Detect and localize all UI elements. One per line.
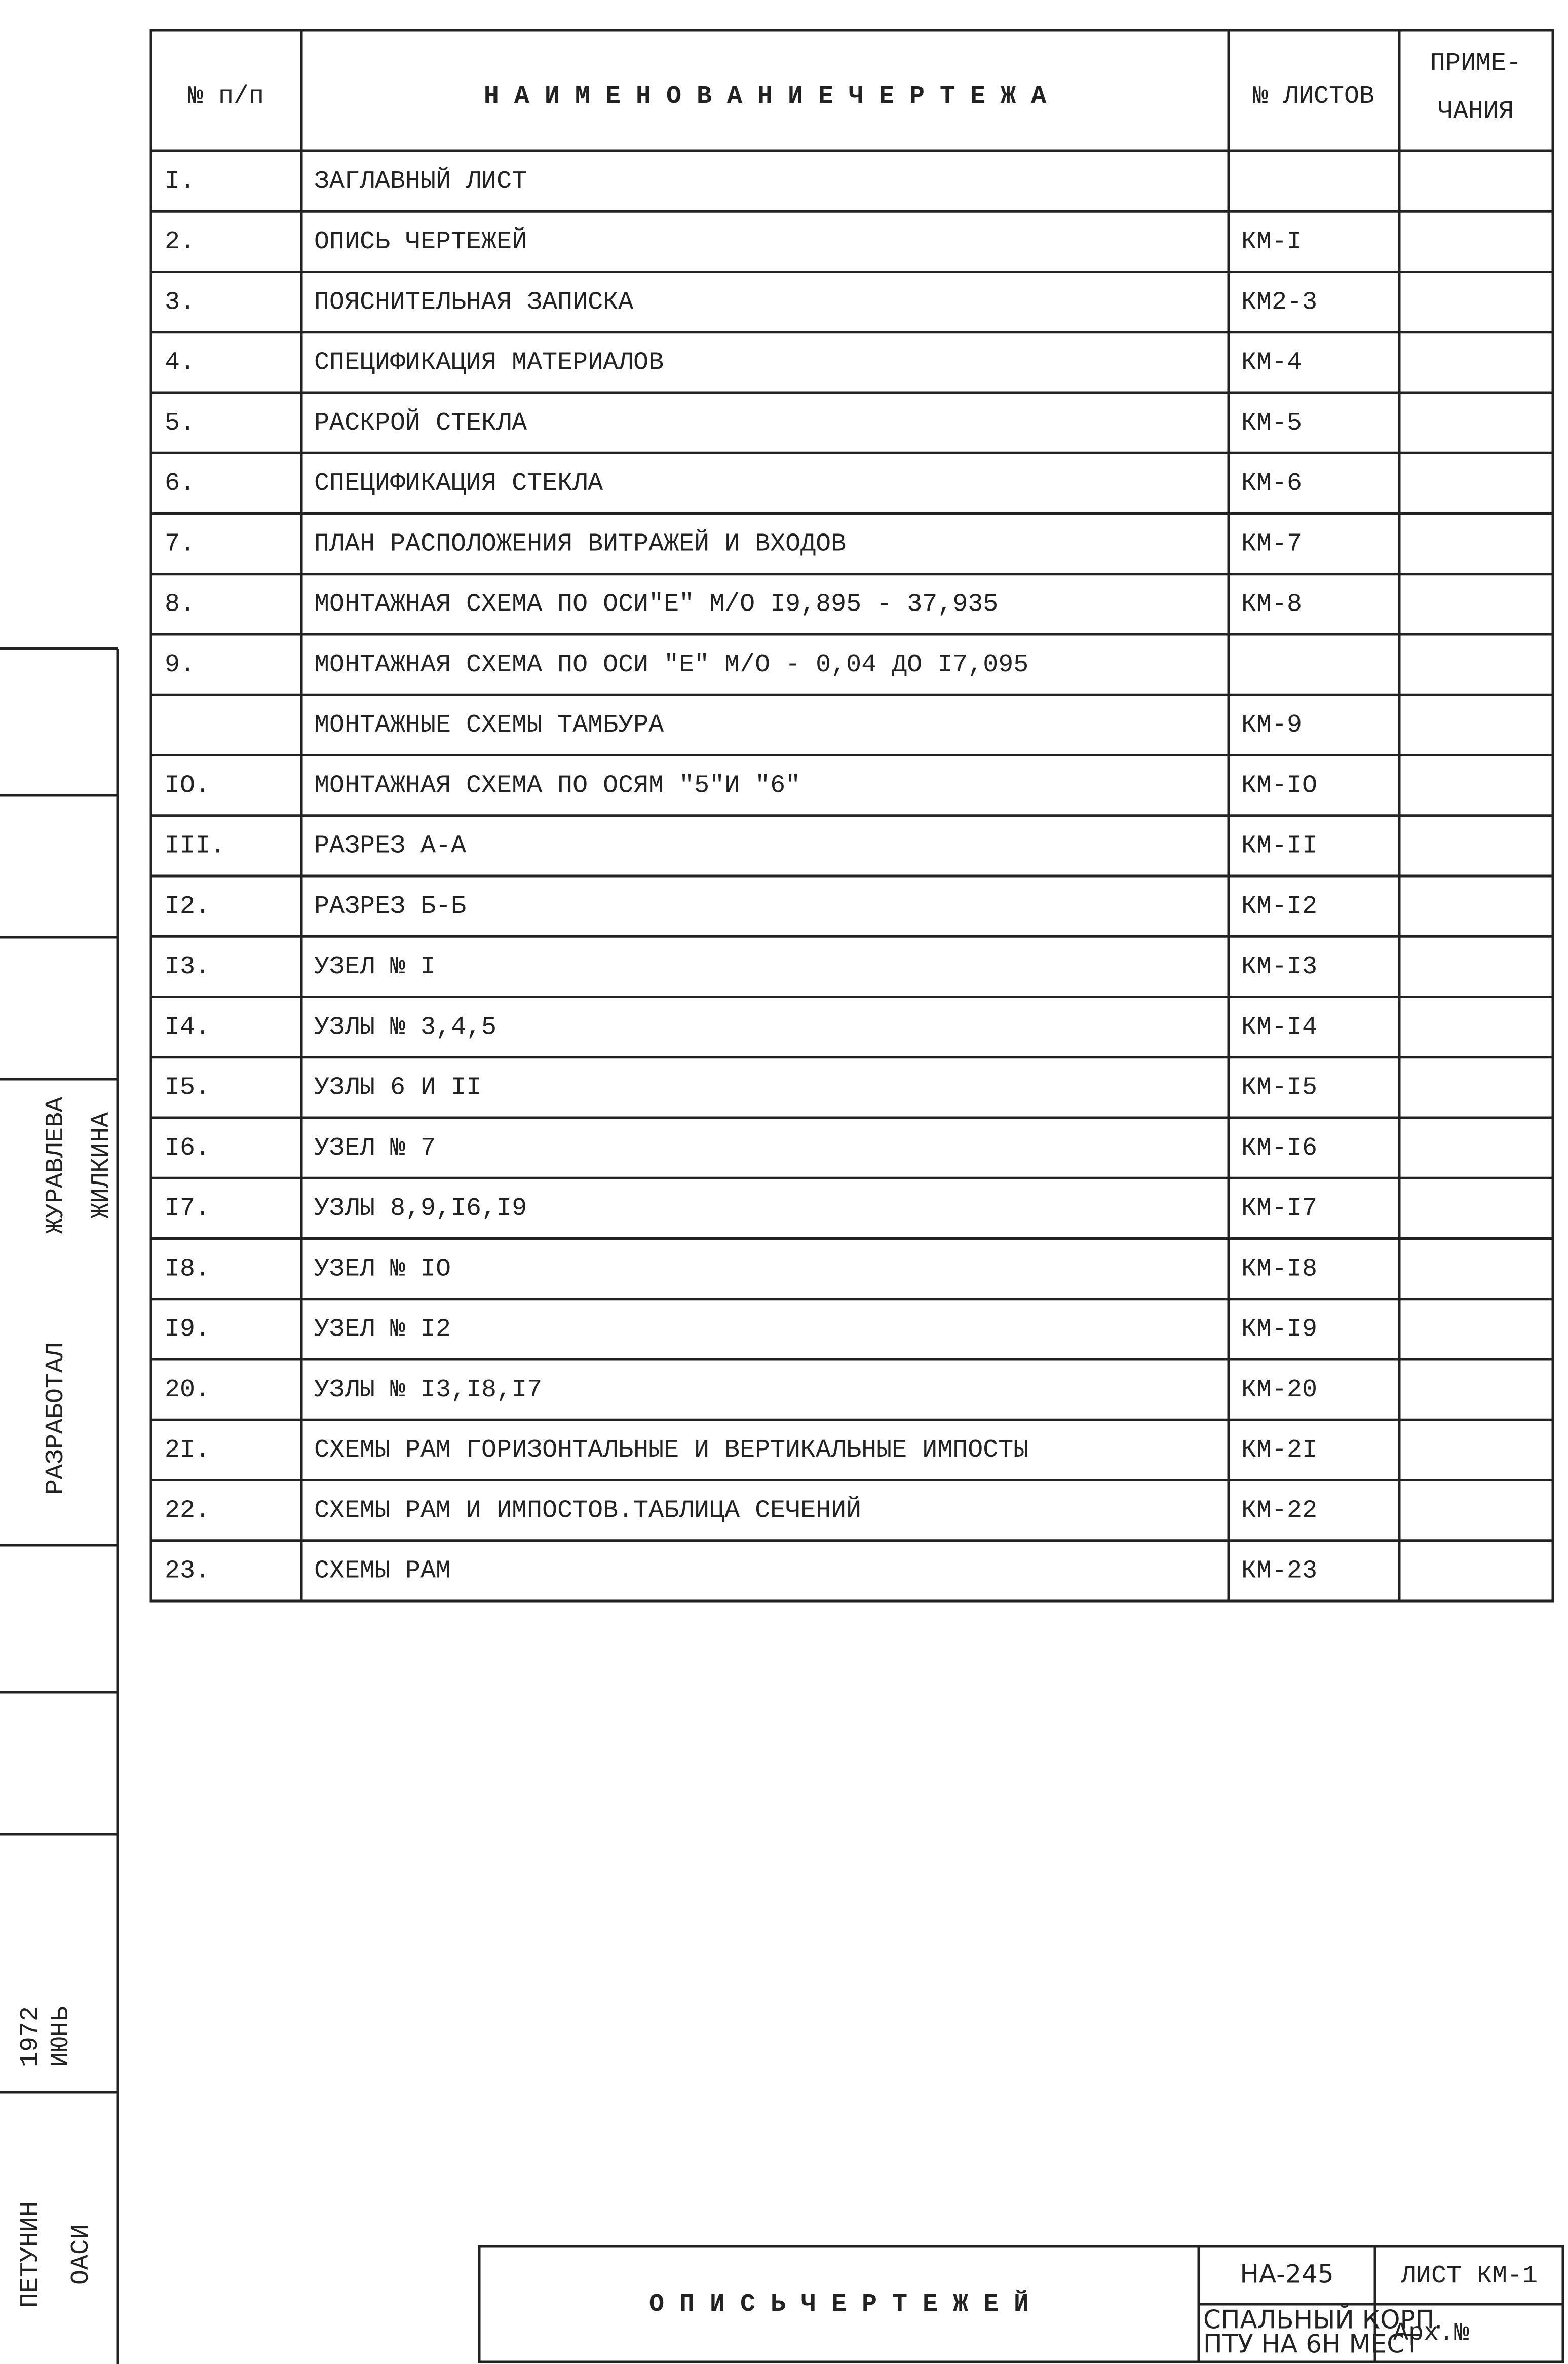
row-name: СХЕМЫ РАМ	[314, 1557, 451, 1586]
stamp-text: РАЗРАБОТАЛ	[42, 1343, 70, 1495]
row-number: 3.	[165, 288, 195, 317]
row-name: УЗЛЫ 6 И II	[314, 1074, 481, 1102]
row-sheet: КМ-I9	[1241, 1315, 1317, 1344]
row-name: СПЕЦИФИКАЦИЯ МАТЕРИАЛОВ	[314, 349, 664, 377]
row-sheet: КМ-I4	[1241, 1013, 1317, 1042]
row-name: УЗЕЛ № 7	[314, 1134, 436, 1163]
row-sheet: КМ-2I	[1241, 1436, 1317, 1465]
row-name: МОНТАЖНАЯ СХЕМА ПО ОСЯМ "5"И "6"	[314, 771, 800, 800]
row-sheet: КМ-23	[1241, 1557, 1317, 1586]
stamp-text: ЖИЛКИНА	[87, 1112, 116, 1218]
row-sheet: КМ-20	[1241, 1376, 1317, 1404]
row-name: СПЕЦИФИКАЦИЯ СТЕКЛА	[314, 469, 603, 498]
row-name: МОНТАЖНАЯ СХЕМА ПО ОСИ "Е" М/О - 0,04 ДО…	[314, 651, 1028, 679]
row-number: 2.	[165, 227, 195, 256]
row-number: 22.	[165, 1496, 210, 1525]
row-number: 4.	[165, 349, 195, 377]
row-sheet: КМ-I5	[1241, 1074, 1317, 1102]
object: СПАЛЬНЫЙ КОРП.	[1203, 2305, 1442, 2335]
row-name: ОПИСЬ ЧЕРТЕЖЕЙ	[314, 227, 527, 256]
row-name: ЗАГЛАВНЫЙ ЛИСТ	[314, 167, 527, 196]
row-sheet: КМ2-3	[1241, 288, 1317, 317]
row-name: РАЗРЕЗ А-А	[314, 832, 466, 861]
row-sheet: КМ-9	[1241, 711, 1302, 740]
row-name: УЗЛЫ № 3,4,5	[314, 1013, 496, 1042]
code: НА-245	[1240, 2260, 1333, 2289]
row-sheet: КМ-I2	[1241, 892, 1317, 921]
row-number: I7.	[165, 1194, 210, 1223]
header-cell: № п/п	[188, 82, 264, 111]
row-name: УЗЛЫ 8,9,I6,I9	[314, 1194, 527, 1223]
header-cell: ПРИМЕ-	[1430, 49, 1521, 78]
row-number: I4.	[165, 1013, 210, 1042]
row-sheet: КМ-22	[1241, 1496, 1317, 1525]
row-name: РАСКРОЙ СТЕКЛА	[314, 408, 527, 438]
header-cell: ЧАНИЯ	[1438, 97, 1514, 126]
row-sheet: КМ-8	[1241, 590, 1302, 619]
stamp-text: ОАСИ	[67, 2224, 96, 2285]
header-cell: Н А И М Е Н О В А Н И Е Ч Е Р Т Е Ж А	[484, 82, 1046, 111]
row-sheet: КМ-IO	[1241, 771, 1317, 800]
row-number: I3.	[165, 952, 210, 981]
row-name: ПОЯСНИТЕЛЬНАЯ ЗАПИСКА	[314, 288, 633, 317]
row-name: МОНТАЖНАЯ СХЕМА ПО ОСИ"Е" М/О I9,895 - 3…	[314, 590, 998, 619]
stamp-text: ПЕТУНИН	[16, 2201, 45, 2308]
row-number: 8.	[165, 590, 195, 619]
row-number: 5.	[165, 409, 195, 438]
stamp-text: ИЮНЬ	[47, 2006, 75, 2067]
row-sheet: КМ-7	[1241, 529, 1302, 558]
row-number: 23.	[165, 1557, 210, 1586]
row-sheet: КМ-I	[1241, 227, 1302, 256]
row-name: УЗЕЛ № IO	[314, 1254, 451, 1283]
row-name: УЗЕЛ № I2	[314, 1315, 451, 1344]
row-number: I.	[165, 167, 195, 196]
row-name: ПЛАН РАСПОЛОЖЕНИЯ ВИТРАЖЕЙ И ВХОДОВ	[314, 529, 846, 558]
row-number: I8.	[165, 1254, 210, 1283]
row-number: I5.	[165, 1074, 210, 1102]
row-number: III.	[165, 832, 225, 861]
row-number: 20.	[165, 1376, 210, 1404]
row-sheet: КМ-I6	[1241, 1134, 1317, 1163]
row-name: УЗЕЛ № I	[314, 952, 436, 981]
row-name: УЗЛЫ № I3,I8,I7	[314, 1376, 542, 1404]
row-number: I6.	[165, 1134, 210, 1163]
row-sheet: КМ-I8	[1241, 1254, 1317, 1283]
row-sheet: КМ-II	[1241, 832, 1317, 861]
stamp-text: ЖУРАВЛЕВА	[42, 1097, 70, 1234]
title: О П И С Ь Ч Е Р Т Е Ж Е Й	[649, 2290, 1029, 2319]
row-sheet: КМ-5	[1241, 409, 1302, 438]
row-name: РАЗРЕЗ Б-Б	[314, 892, 466, 921]
row-number: I9.	[165, 1315, 210, 1344]
header-cell: № ЛИСТОВ	[1253, 82, 1374, 111]
archive: Арх.№	[1393, 2319, 1469, 2348]
row-number: 2I.	[165, 1436, 210, 1465]
row-name: СХЕМЫ РАМ ГОРИЗОНТАЛЬНЫЕ И ВЕРТИКАЛЬНЫЕ …	[314, 1436, 1028, 1465]
row-sheet: КМ-6	[1241, 469, 1302, 498]
stamp-text: 1972	[16, 2006, 45, 2067]
row-sheet: КМ-I7	[1241, 1194, 1317, 1223]
row-name: МОНТАЖНЫЕ СХЕМЫ ТАМБУРА	[314, 711, 664, 740]
row-number: IO.	[165, 771, 210, 800]
row-number: 7.	[165, 529, 195, 558]
row-sheet: КМ-4	[1241, 349, 1302, 377]
row-number: 9.	[165, 651, 195, 679]
row-number: 6.	[165, 469, 195, 498]
object: ПТУ НА 6Н МЕСТ	[1203, 2330, 1420, 2359]
row-sheet: КМ-I3	[1241, 952, 1317, 981]
sheet: ЛИСТ КМ-1	[1400, 2262, 1538, 2291]
row-name: СХЕМЫ РАМ И ИМПОСТОВ.ТАБЛИЦА СЕЧЕНИЙ	[314, 1496, 861, 1525]
row-number: I2.	[165, 892, 210, 921]
